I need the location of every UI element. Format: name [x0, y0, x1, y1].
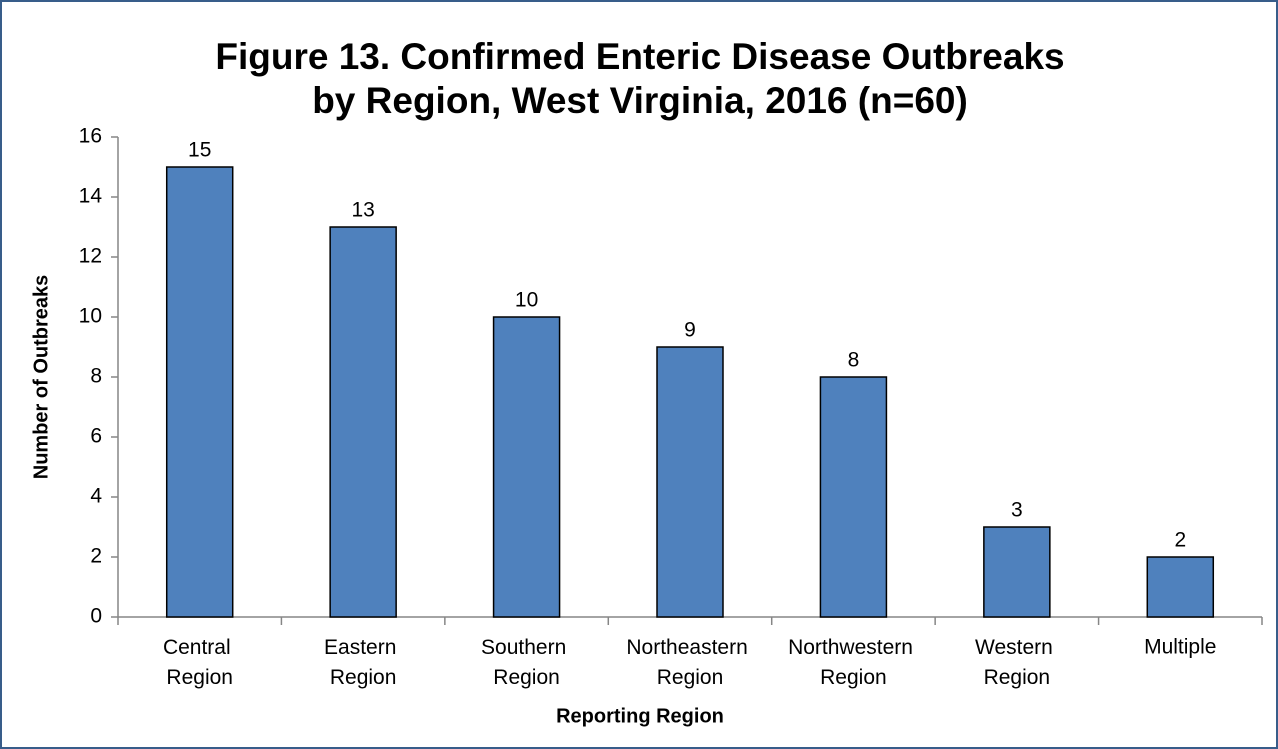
data-label: 2 — [1174, 529, 1186, 552]
y-axis-title: Number of Outbreaks — [30, 275, 52, 479]
y-tick-label: 4 — [90, 485, 102, 508]
y-tick-label: 14 — [79, 185, 103, 208]
x-tick-label: Central Region — [163, 636, 237, 689]
bar — [165, 166, 234, 618]
bar — [983, 526, 1051, 618]
bar — [1146, 556, 1215, 618]
y-tick-label: 0 — [90, 605, 102, 628]
x-tick-label: Western Region — [975, 636, 1059, 689]
y-tick-label: 2 — [90, 545, 102, 568]
bar — [656, 346, 724, 618]
data-label: 9 — [684, 319, 696, 342]
x-tick-label: Multiple — [1144, 636, 1216, 659]
x-tick-label: Southern Region — [481, 636, 572, 689]
x-axis-title: Reporting Region — [556, 705, 724, 727]
data-label: 8 — [848, 349, 860, 372]
x-tick-label: Northwestern Region — [788, 636, 919, 689]
y-tick-label: 10 — [79, 305, 102, 328]
chart-title: Figure 13. Confirmed Enteric Disease Out… — [215, 36, 1064, 77]
y-tick-label: 8 — [90, 365, 102, 388]
chart-title: by Region, West Virginia, 2016 (n=60) — [312, 80, 968, 121]
y-tick-label: 12 — [79, 245, 102, 268]
data-label: 13 — [351, 199, 374, 222]
y-tick-label: 6 — [90, 425, 102, 448]
data-label: 3 — [1011, 499, 1023, 522]
y-tick-label: 16 — [79, 125, 102, 148]
bar — [819, 376, 888, 618]
x-tick-label: Northeastern Region — [626, 636, 753, 689]
x-tick-label: Eastern Region — [324, 636, 402, 689]
bar — [329, 226, 397, 618]
data-label: 15 — [188, 139, 211, 162]
data-label: 10 — [515, 289, 538, 312]
bar — [492, 316, 561, 618]
